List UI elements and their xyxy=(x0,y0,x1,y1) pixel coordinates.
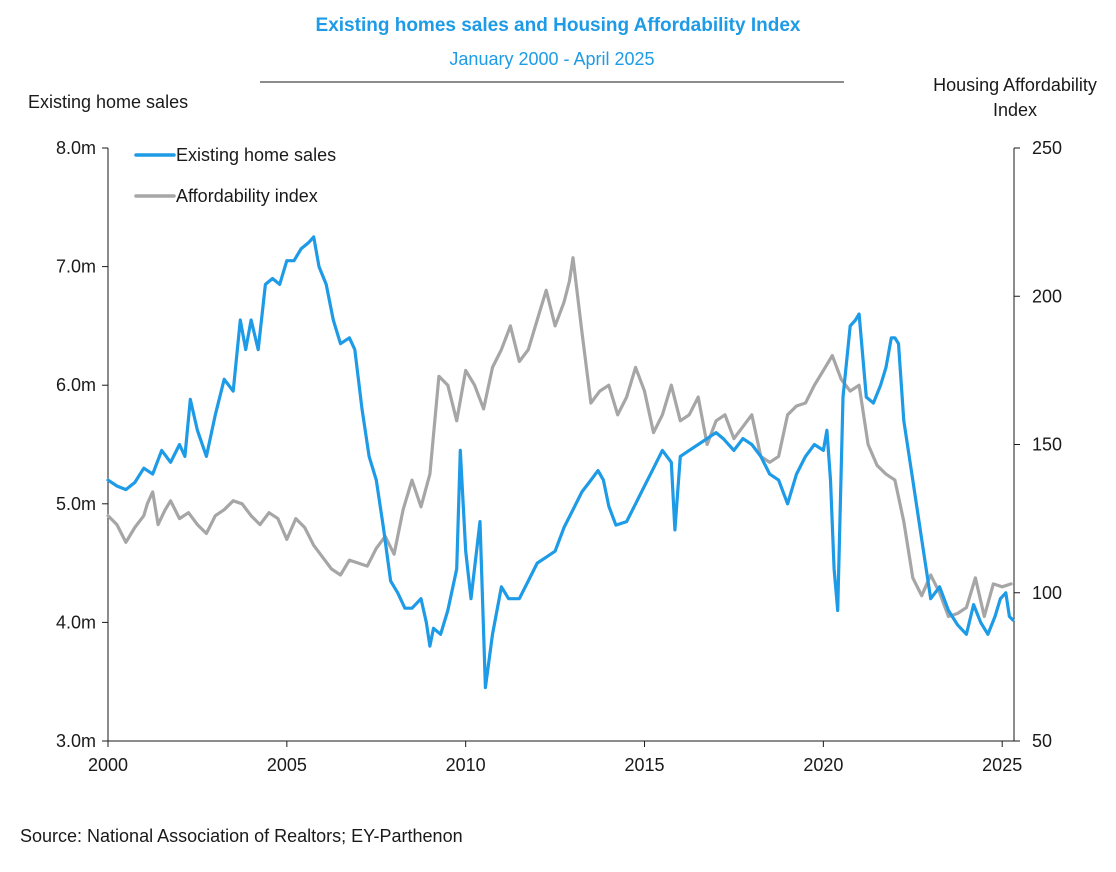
y-left-tick-label: 8.0m xyxy=(56,138,96,158)
series-line-affordability-index xyxy=(106,256,1013,619)
y-right-tick-label: 200 xyxy=(1032,286,1062,306)
y-left-tick-label: 4.0m xyxy=(56,612,96,632)
legend-label: Affordability index xyxy=(176,186,318,206)
y-right-label-line1: Housing Affordability xyxy=(933,75,1097,95)
y-left-tick-label: 6.0m xyxy=(56,375,96,395)
y-left-tick-label: 7.0m xyxy=(56,257,96,277)
series-line-existing-home-sales xyxy=(106,235,1015,690)
x-tick-label: 2000 xyxy=(88,755,128,775)
x-tick-label: 2025 xyxy=(982,755,1022,775)
y-left-tick-label: 3.0m xyxy=(56,731,96,751)
x-tick-label: 2005 xyxy=(267,755,307,775)
chart-title: Existing homes sales and Housing Afforda… xyxy=(316,15,801,36)
axes: 3.0m 4.0m 5.0m 6.0m 7.0m 8.0m 50 100 150 200 250 20… xyxy=(56,138,1062,775)
x-tick-label: 2015 xyxy=(624,755,664,775)
y-right-tick-label: 50 xyxy=(1032,731,1052,751)
y-right-tick-label: 100 xyxy=(1032,583,1062,603)
y-left-tick-label: 5.0m xyxy=(56,494,96,514)
y-right-label-line2: Index xyxy=(993,100,1037,120)
legend-label: Existing home sales xyxy=(176,145,336,165)
x-tick-label: 2020 xyxy=(803,755,843,775)
y-right-tick-label: 150 xyxy=(1032,435,1062,455)
y-left-label: Existing home sales xyxy=(28,92,188,112)
series-layer xyxy=(106,235,1015,690)
source-note: Source: National Association of Realtors… xyxy=(20,826,463,846)
y-right-tick-label: 250 xyxy=(1032,138,1062,158)
legend: Existing home sales Affordability index xyxy=(134,145,336,206)
chart-subtitle: January 2000 - April 2025 xyxy=(449,49,654,69)
x-tick-label: 2010 xyxy=(446,755,486,775)
